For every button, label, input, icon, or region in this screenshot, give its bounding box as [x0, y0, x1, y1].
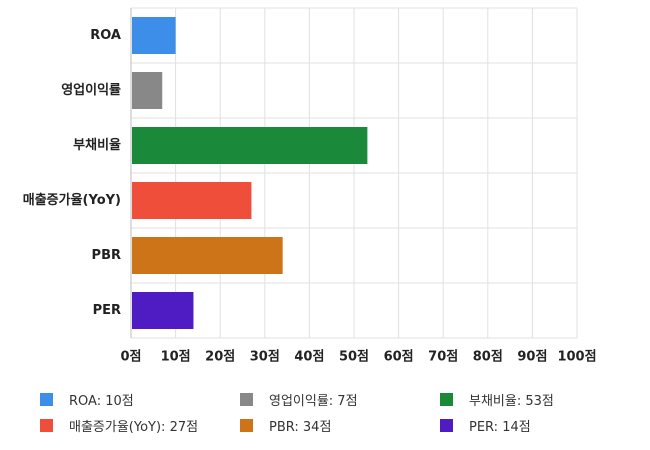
legend-label-debt-ratio: 부채비율: 53점 — [469, 393, 554, 409]
legend-swatch-per — [440, 418, 453, 432]
x-tick-label: 90점 — [517, 350, 547, 365]
x-tick-label: 20점 — [205, 350, 235, 365]
legend-item-debt-ratio: 부채비율: 53점 — [440, 390, 640, 409]
legend-swatch-roa — [40, 392, 53, 406]
bar-per — [132, 292, 194, 329]
bar-operating-margin — [132, 72, 163, 109]
legend-label-roa: ROA: 10점 — [69, 393, 134, 409]
legend-swatch-operating-margin — [240, 392, 253, 406]
chart-legend: ROA: 10점 영업이익률: 7점 부채비율: 53점 매출증가율(YoY):… — [40, 390, 640, 435]
legend-item-per: PER: 14점 — [440, 416, 640, 435]
bar-debt-ratio — [132, 127, 368, 164]
legend-item-revenue-growth: 매출증가율(YoY): 27점 — [40, 416, 240, 435]
category-label-per: PER — [93, 303, 121, 318]
x-tick-label: 0점 — [120, 350, 141, 365]
legend-item-operating-margin: 영업이익률: 7점 — [240, 390, 440, 409]
legend-swatch-pbr — [240, 418, 253, 432]
legend-swatch-debt-ratio — [440, 392, 453, 406]
bar-roa — [132, 17, 176, 54]
bar-pbr — [132, 237, 283, 274]
legend-item-roa: ROA: 10점 — [40, 390, 240, 409]
category-label-pbr: PBR — [92, 248, 121, 263]
x-tick-label: 100점 — [557, 350, 596, 365]
x-tick-label: 50점 — [339, 350, 369, 365]
category-label-roa: ROA — [90, 28, 121, 43]
category-label-revenue-growth: 매출증가율(YoY) — [23, 192, 121, 208]
legend-label-pbr: PBR: 34점 — [269, 419, 332, 435]
legend-label-operating-margin: 영업이익률: 7점 — [269, 393, 358, 409]
legend-label-revenue-growth: 매출증가율(YoY): 27점 — [69, 419, 199, 435]
legend-item-pbr: PBR: 34점 — [240, 416, 440, 435]
category-label-operating-margin: 영업이익률 — [61, 82, 121, 98]
x-tick-label: 10점 — [161, 350, 191, 365]
bar-revenue-growth — [132, 182, 252, 219]
x-tick-label: 60점 — [384, 350, 414, 365]
category-label-debt-ratio: 부채비율 — [73, 137, 121, 153]
x-tick-label: 80점 — [473, 350, 503, 365]
x-tick-label: 30점 — [250, 350, 280, 365]
x-tick-label: 70점 — [428, 350, 458, 365]
x-tick-label: 40점 — [294, 350, 324, 365]
legend-label-per: PER: 14점 — [469, 419, 531, 435]
legend-swatch-revenue-growth — [40, 418, 53, 432]
